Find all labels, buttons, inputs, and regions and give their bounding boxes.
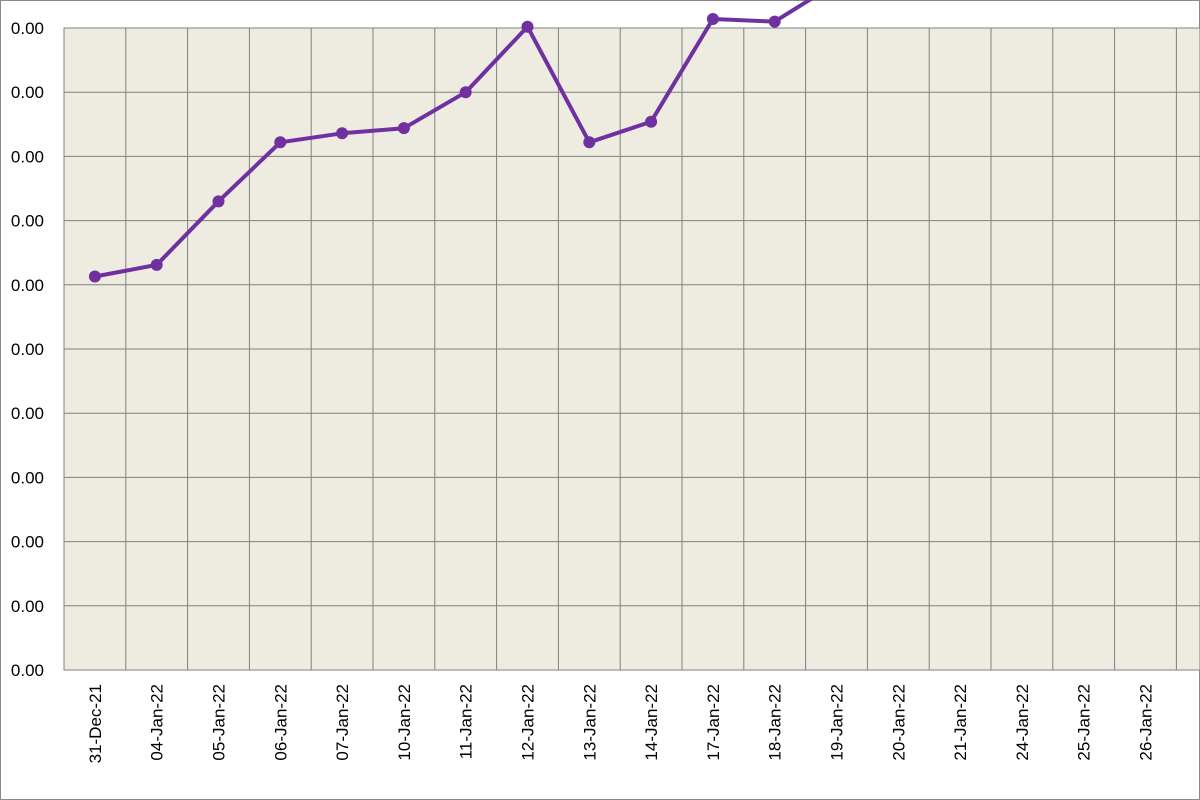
y-tick-label: 0.00	[11, 597, 44, 616]
y-axis-tick-labels: 0.00 0.00 0.00 0.00 0.00 0.00 0.00 0.00 0.00 0.00…	[11, 19, 44, 680]
data-point	[521, 20, 534, 33]
x-tick-label: 26-Jan-22	[1137, 684, 1156, 761]
x-tick-label: 05-Jan-22	[210, 684, 229, 761]
vertical-gridlines	[63, 28, 1200, 671]
data-point	[768, 15, 781, 28]
x-tick-label: 31-Dec-21	[86, 684, 105, 763]
y-tick-label: 0.00	[11, 340, 44, 359]
data-point	[212, 195, 225, 208]
data-point	[150, 258, 163, 271]
horizontal-gridlines	[64, 27, 1200, 671]
data-point	[706, 13, 719, 26]
x-tick-label: 07-Jan-22	[333, 684, 352, 761]
x-tick-label: 04-Jan-22	[148, 684, 167, 761]
x-tick-label: 06-Jan-22	[271, 684, 290, 761]
x-tick-label: 27-Jan-22	[1198, 684, 1200, 761]
y-tick-label: 0.00	[11, 533, 44, 552]
data-point	[583, 136, 596, 149]
x-tick-label: 17-Jan-22	[704, 684, 723, 761]
x-tick-label: 25-Jan-22	[1075, 684, 1094, 761]
data-point	[459, 86, 472, 99]
x-axis-tick-labels: 31-Dec-21 04-Jan-22 05-Jan-22 06-Jan-22 07-J…	[86, 684, 1200, 763]
data-point	[88, 270, 101, 283]
data-point	[397, 122, 410, 135]
x-tick-label: 10-Jan-22	[395, 684, 414, 761]
x-tick-label: 19-Jan-22	[828, 684, 847, 761]
x-tick-label: 21-Jan-22	[951, 684, 970, 761]
y-tick-label: 0.00	[11, 404, 44, 423]
x-tick-label: 14-Jan-22	[642, 684, 661, 761]
data-point	[336, 127, 349, 140]
y-tick-label: 0.00	[11, 276, 44, 295]
x-tick-label: 24-Jan-22	[1013, 684, 1032, 761]
y-tick-label: 0.00	[11, 468, 44, 487]
x-tick-label: 12-Jan-22	[519, 684, 538, 761]
x-tick-label: 20-Jan-22	[889, 684, 908, 761]
y-tick-label: 0.00	[11, 212, 44, 231]
x-tick-label: 11-Jan-22	[457, 684, 476, 759]
series-line-group	[88, 0, 814, 283]
data-point	[274, 136, 287, 149]
y-tick-label: 0.00	[11, 19, 44, 38]
x-tick-label: 13-Jan-22	[580, 684, 599, 761]
y-tick-label: 0.00	[11, 661, 44, 680]
data-point	[645, 115, 658, 128]
x-tick-label: 18-Jan-22	[766, 684, 785, 761]
y-tick-label: 0.00	[11, 83, 44, 102]
y-tick-label: 0.00	[11, 147, 44, 166]
